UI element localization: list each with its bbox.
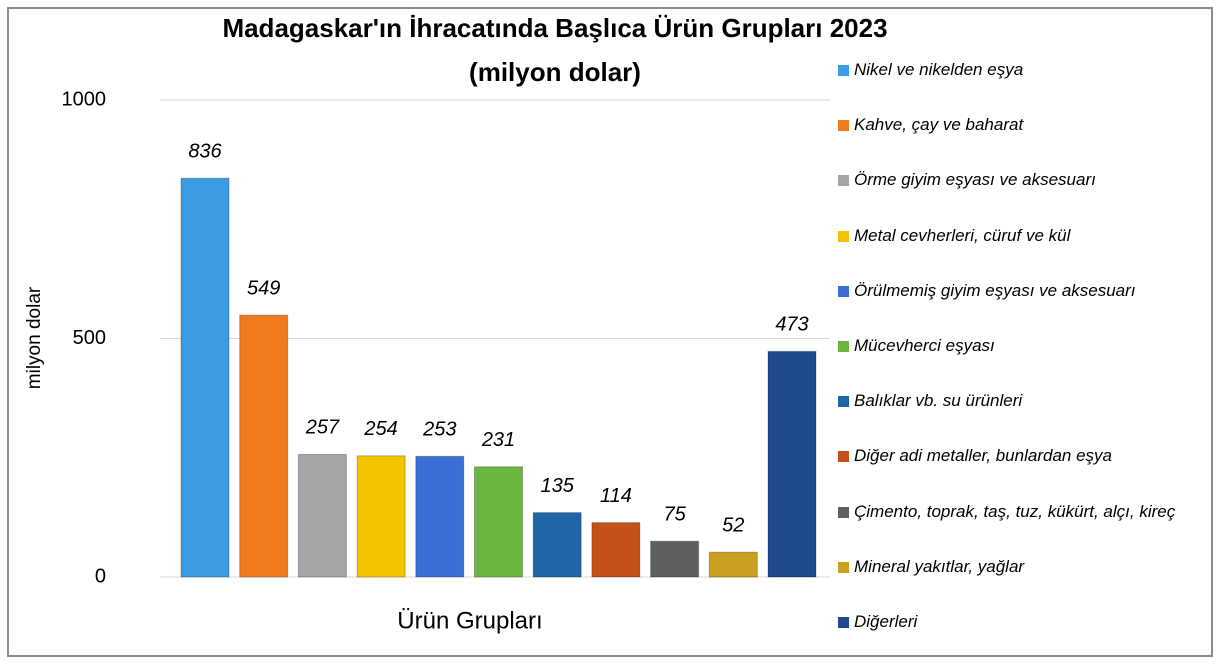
- bar: [650, 540, 700, 578]
- value-label: 549: [247, 277, 280, 299]
- legend-label: Diğer adi metaller, bunlardan eşya: [854, 446, 1112, 466]
- bar: [532, 512, 582, 578]
- chart-subtitle: (milyon dolar): [469, 57, 641, 87]
- y-tick-label: 1000: [62, 88, 107, 110]
- legend-label: Mücevherci eşyası: [854, 336, 995, 355]
- value-label: 135: [541, 475, 575, 497]
- legend-label: Örülmemiş giyim eşyası ve aksesuarı: [854, 280, 1136, 300]
- legend-swatch: [838, 175, 849, 187]
- y-tick-label: 0: [95, 565, 106, 587]
- legend-item: Örme giyim eşyası ve aksesuarı: [838, 168, 1200, 192]
- legend-swatch: [838, 285, 849, 297]
- legend-swatch: [838, 506, 849, 518]
- value-label: 75: [663, 504, 686, 526]
- x-axis-label: Ürün Grupları: [397, 607, 542, 634]
- bar: [708, 551, 758, 578]
- value-label: 253: [422, 419, 456, 441]
- legend-label: Çimento, toprak, taş, tuz, kükürt, alçı,…: [854, 501, 1176, 521]
- legend-swatch: [838, 65, 849, 76]
- value-label: 52: [722, 514, 744, 536]
- value-label: 114: [600, 485, 632, 507]
- bar: [356, 455, 406, 578]
- legend-item: Mücevherci eşyası: [838, 334, 1200, 358]
- bar: [180, 177, 230, 578]
- legend-swatch: [838, 341, 849, 352]
- legend-item: Nikel ve nikelden eşya: [838, 58, 1200, 82]
- legend-item: Diğer adi metaller, bunlardan eşya: [838, 444, 1200, 468]
- legend-swatch: [838, 120, 849, 132]
- legend-label: Mineral yakıtlar, yağlar: [854, 556, 1025, 576]
- legend-item: Balıklar vb. su ürünleri: [838, 389, 1200, 413]
- chart-title: Madagaskar'ın İhracatında Başlıca Ürün G…: [222, 13, 887, 43]
- bar: [297, 453, 347, 578]
- legend-label: Nikel ve nikelden eşya: [854, 60, 1024, 79]
- bar: [767, 350, 817, 578]
- y-axis-label: milyon dolar: [24, 286, 45, 389]
- legend-swatch: [838, 451, 849, 463]
- legend-swatch: [838, 617, 849, 628]
- legend-label: Kahve, çay ve baharat: [854, 115, 1024, 135]
- legend-item: Diğerleri: [838, 610, 1200, 634]
- legend-label: Diğerleri: [854, 612, 918, 631]
- legend-label: Örme giyim eşyası ve aksesuarı: [854, 170, 1096, 190]
- legend-item: Mineral yakıtlar, yağlar: [838, 555, 1200, 579]
- legend-swatch: [838, 396, 849, 408]
- value-label: 836: [188, 141, 222, 163]
- legend-item: Metal cevherleri, cüruf ve kül: [838, 224, 1200, 248]
- value-label: 231: [481, 429, 515, 451]
- bar: [474, 466, 523, 578]
- value-label: 257: [305, 417, 340, 439]
- legend-swatch: [838, 561, 849, 573]
- value-label: 473: [775, 314, 808, 336]
- bar: [415, 455, 465, 578]
- legend-item: Örülmemiş giyim eşyası ve aksesuarı: [838, 279, 1200, 303]
- legend-item: Kahve, çay ve baharat: [838, 113, 1200, 137]
- legend-label: Metal cevherleri, cüruf ve kül: [854, 225, 1071, 245]
- y-tick-label: 500: [73, 327, 106, 349]
- bar: [591, 522, 641, 578]
- legend-label: Balıklar vb. su ürünleri: [854, 391, 1023, 411]
- legend-swatch: [838, 230, 849, 242]
- legend-item: Çimento, toprak, taş, tuz, kükürt, alçı,…: [838, 500, 1200, 524]
- value-label: 254: [363, 418, 397, 440]
- bar: [239, 314, 289, 578]
